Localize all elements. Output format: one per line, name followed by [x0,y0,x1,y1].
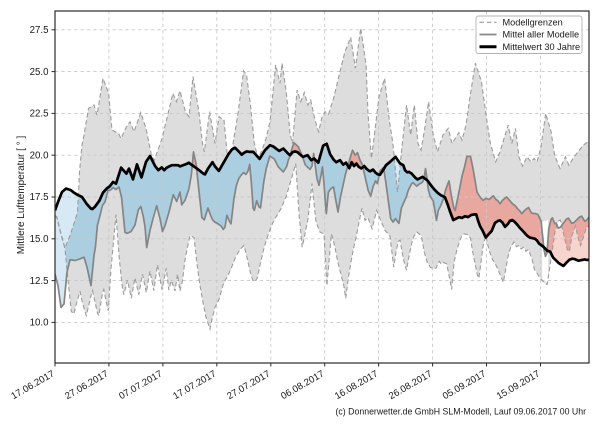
svg-text:10.0: 10.0 [30,318,49,329]
svg-text:Mittlere Lufttemperatur [ ° ]: Mittlere Lufttemperatur [ ° ] [16,136,27,255]
svg-text:Mittelwert 30 Jahre: Mittelwert 30 Jahre [503,42,581,52]
svg-text:(c) Donnerwetter.de GmbH SLM-M: (c) Donnerwetter.de GmbH SLM-Modell, Lau… [336,407,587,417]
svg-text:15.0: 15.0 [30,234,49,245]
svg-text:27.5: 27.5 [30,25,49,36]
svg-text:12.5: 12.5 [30,276,49,287]
svg-text:22.5: 22.5 [30,109,49,120]
svg-text:25.0: 25.0 [30,67,49,78]
svg-text:17.5: 17.5 [30,192,49,203]
svg-text:Modellgrenzen: Modellgrenzen [503,18,563,28]
svg-text:Mittel aller Modelle: Mittel aller Modelle [503,30,580,40]
svg-text:20.0: 20.0 [30,150,49,161]
